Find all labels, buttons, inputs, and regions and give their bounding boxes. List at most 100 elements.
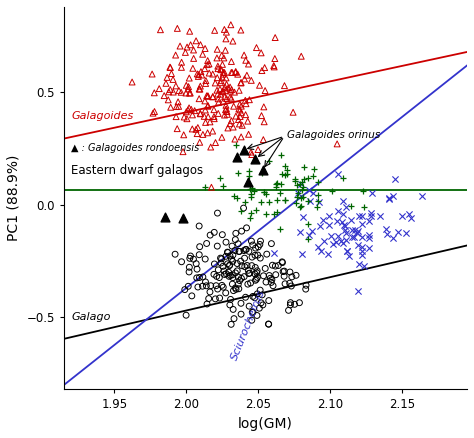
Point xyxy=(189,65,197,72)
Point xyxy=(306,198,314,205)
Point xyxy=(203,92,210,99)
Point xyxy=(212,282,220,289)
Point xyxy=(292,200,300,207)
Point xyxy=(223,108,231,115)
Point xyxy=(232,269,239,276)
Point xyxy=(210,106,218,113)
Point xyxy=(244,281,252,288)
Point xyxy=(198,71,206,78)
Point xyxy=(197,83,204,90)
Point xyxy=(181,113,188,120)
Point xyxy=(214,210,221,217)
Point xyxy=(243,262,251,269)
Point xyxy=(272,271,280,278)
Point xyxy=(228,321,235,328)
Point xyxy=(185,74,193,81)
Point xyxy=(304,221,311,228)
Point xyxy=(273,209,281,216)
Point xyxy=(248,309,256,316)
Point xyxy=(222,106,229,113)
Point xyxy=(206,288,214,295)
Point xyxy=(193,130,201,137)
Point xyxy=(194,124,201,131)
Point xyxy=(235,248,243,255)
Point xyxy=(164,96,172,103)
Point xyxy=(213,273,220,280)
Point xyxy=(249,241,256,248)
Point xyxy=(219,231,226,238)
Point xyxy=(341,226,348,233)
Point xyxy=(186,28,193,35)
Point xyxy=(199,273,207,280)
Point xyxy=(210,115,218,122)
Point xyxy=(286,280,293,287)
Point xyxy=(202,119,210,126)
Point xyxy=(332,238,339,245)
Point xyxy=(175,103,182,110)
Point xyxy=(195,251,203,258)
Point xyxy=(368,213,375,220)
Point xyxy=(265,198,273,205)
Point xyxy=(199,283,206,290)
Point xyxy=(278,171,285,178)
Point xyxy=(203,300,211,307)
Point xyxy=(227,296,234,303)
Point xyxy=(149,110,157,117)
Point xyxy=(358,243,366,250)
Point xyxy=(207,282,215,289)
Point xyxy=(265,272,273,279)
Point xyxy=(248,254,256,261)
Point xyxy=(189,125,196,132)
Point xyxy=(151,108,158,115)
Point xyxy=(195,95,203,102)
Point xyxy=(265,157,273,164)
Point xyxy=(166,86,174,93)
Point xyxy=(227,272,234,279)
Point xyxy=(228,243,236,250)
Point xyxy=(220,54,228,61)
Point xyxy=(217,77,225,84)
Point xyxy=(228,69,235,76)
Point xyxy=(192,37,200,44)
Point xyxy=(214,63,222,70)
Point xyxy=(238,122,246,129)
Point xyxy=(365,244,373,251)
Point xyxy=(246,185,254,192)
Point xyxy=(225,273,233,280)
Point xyxy=(231,247,239,254)
Point xyxy=(237,258,245,265)
Point xyxy=(242,97,249,104)
Point xyxy=(236,277,244,284)
Point xyxy=(317,223,324,230)
Point xyxy=(217,66,224,73)
Point xyxy=(256,241,264,248)
Point xyxy=(245,60,252,67)
Point xyxy=(195,71,202,78)
Point xyxy=(248,262,255,269)
Point xyxy=(205,70,213,77)
Point xyxy=(258,291,266,298)
Text: Galago: Galago xyxy=(71,312,110,322)
Point xyxy=(283,167,291,174)
Text: ▲ : Galagoides rondoensis: ▲ : Galagoides rondoensis xyxy=(71,143,200,152)
Point xyxy=(277,152,285,159)
Point xyxy=(344,247,351,254)
Point xyxy=(263,210,270,217)
Point xyxy=(389,193,397,200)
Point xyxy=(201,255,209,262)
Point xyxy=(216,85,224,92)
Point xyxy=(249,184,256,191)
Point xyxy=(211,295,219,302)
Point xyxy=(224,260,231,267)
Point xyxy=(293,182,301,189)
Point xyxy=(263,190,270,197)
Point xyxy=(227,21,235,28)
Point xyxy=(206,232,214,239)
Point xyxy=(297,180,305,187)
Point xyxy=(235,87,243,94)
Point xyxy=(196,110,204,117)
Point xyxy=(329,240,337,247)
Point xyxy=(221,271,228,278)
Point xyxy=(314,179,321,186)
Point xyxy=(173,25,181,32)
